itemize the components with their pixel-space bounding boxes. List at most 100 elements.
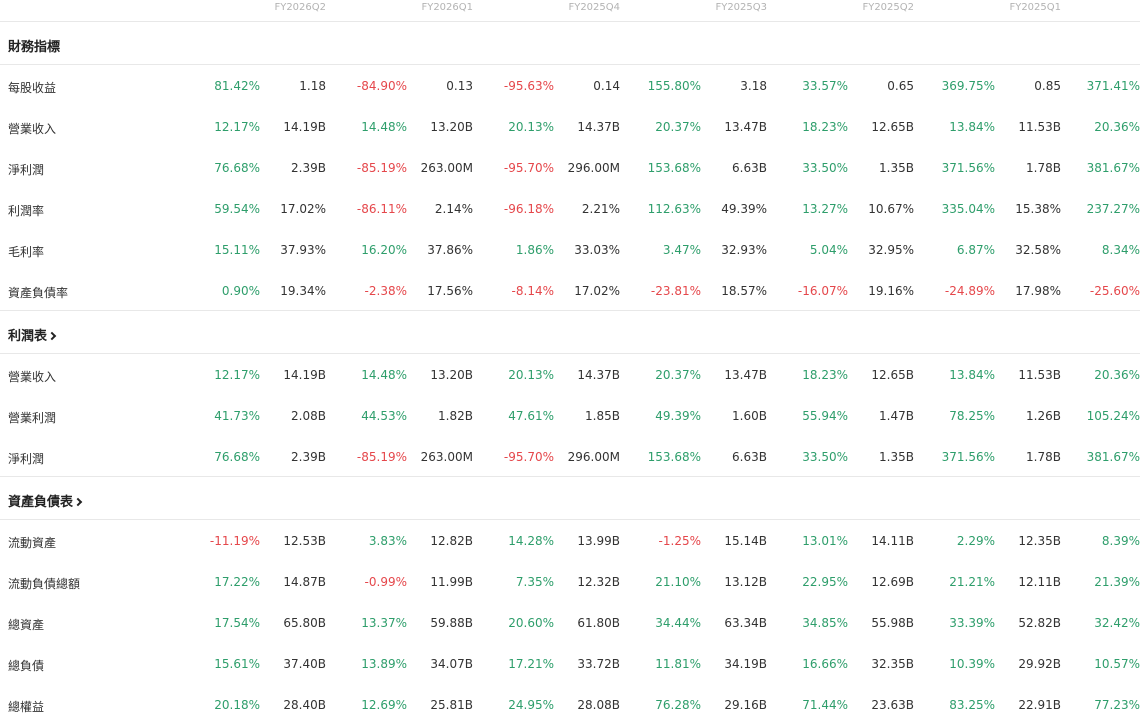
growth-cell: 18.23% xyxy=(802,120,848,134)
value-cell: 14.37B xyxy=(577,120,620,134)
growth-cell: 5.04% xyxy=(809,243,848,257)
value-cell: 34.19B xyxy=(724,657,767,671)
value-cell: 37.93% xyxy=(280,243,326,257)
value-cell: 17.56% xyxy=(427,284,473,298)
quarter-header: FY2026Q1 xyxy=(421,2,473,13)
growth-cell: -95.70% xyxy=(503,161,554,175)
value-cell: 15.38% xyxy=(1015,202,1061,216)
value-cell: 13.47B xyxy=(724,368,767,382)
value-cell: 37.86% xyxy=(427,243,473,257)
value-cell: 10.67% xyxy=(868,202,914,216)
row-label: 營業收入 xyxy=(8,122,57,136)
value-cell: 0.85 xyxy=(1034,79,1061,93)
growth-cell: -85.19% xyxy=(356,450,407,464)
value-cell: 0.14 xyxy=(593,79,620,93)
growth-cell: 16.20% xyxy=(361,243,407,257)
value-cell: 2.08B xyxy=(291,409,326,423)
growth-cell: 369.75% xyxy=(941,79,995,93)
value-cell: 11.53B xyxy=(1018,120,1061,134)
value-cell: 19.34% xyxy=(280,284,326,298)
growth-cell: 13.37% xyxy=(361,616,407,630)
row-label: 總資產 xyxy=(8,618,45,632)
growth-cell: -95.70% xyxy=(503,450,554,464)
table-row: 每股收益 81.42% 1.18 -84.90% 0.13 -95.63% 0.14 155.… xyxy=(0,65,1140,106)
value-cell: 6.63B xyxy=(732,161,767,175)
value-cell: 12.82B xyxy=(430,534,473,548)
growth-cell: 21.39% xyxy=(1094,575,1140,589)
growth-cell: 13.89% xyxy=(361,657,407,671)
growth-cell: 11.81% xyxy=(655,657,701,671)
table-row: 流動負債總額 17.22% 14.87B -0.99% 11.99B 7.35% 12.32… xyxy=(0,561,1140,602)
growth-cell: 20.37% xyxy=(655,120,701,134)
growth-cell: -86.11% xyxy=(356,202,407,216)
growth-cell: 381.67% xyxy=(1086,161,1140,175)
row-label: 淨利潤 xyxy=(8,452,45,466)
section-title-text: 資產負債表 xyxy=(8,495,74,510)
growth-cell: 10.39% xyxy=(949,657,995,671)
growth-cell: 7.35% xyxy=(515,575,554,589)
section-header: 利潤表 xyxy=(0,311,1140,354)
growth-cell: -2.38% xyxy=(364,284,407,298)
value-cell: 23.63B xyxy=(871,698,914,712)
growth-cell: 13.27% xyxy=(802,202,848,216)
value-cell: 13.47B xyxy=(724,120,767,134)
value-cell: 1.18 xyxy=(299,79,326,93)
section-title: 財務指標 xyxy=(8,36,60,55)
growth-cell: 13.01% xyxy=(802,534,848,548)
growth-cell: 77.23% xyxy=(1094,698,1140,712)
value-cell: 13.20B xyxy=(430,368,473,382)
value-cell: 33.72B xyxy=(577,657,620,671)
value-cell: 12.32B xyxy=(577,575,620,589)
growth-cell: 21.10% xyxy=(655,575,701,589)
growth-cell: 10.57% xyxy=(1094,657,1140,671)
growth-cell: 1.86% xyxy=(515,243,554,257)
value-cell: 32.58% xyxy=(1015,243,1061,257)
growth-cell: 15.61% xyxy=(214,657,260,671)
growth-cell: 34.85% xyxy=(802,616,848,630)
section-link[interactable]: 資產負債表 xyxy=(8,491,83,510)
value-cell: 29.16B xyxy=(724,698,767,712)
section-link[interactable]: 利潤表 xyxy=(8,325,57,344)
growth-cell: 13.84% xyxy=(949,368,995,382)
growth-cell: 155.80% xyxy=(647,79,701,93)
section-header: 資產負債表 xyxy=(0,477,1140,520)
value-cell: 296.00M xyxy=(567,450,620,464)
value-cell: 12.65B xyxy=(871,368,914,382)
growth-cell: 81.42% xyxy=(214,79,260,93)
value-cell: 1.85B xyxy=(585,409,620,423)
table-row: 營業利潤 41.73% 2.08B 44.53% 1.82B 47.61% 1.85B 49.… xyxy=(0,395,1140,436)
value-cell: 263.00M xyxy=(420,161,473,175)
value-cell: 296.00M xyxy=(567,161,620,175)
row-label: 總權益 xyxy=(8,700,45,714)
value-cell: 2.39B xyxy=(291,161,326,175)
growth-cell: 153.68% xyxy=(647,161,701,175)
growth-cell: -23.81% xyxy=(650,284,701,298)
growth-cell: 20.18% xyxy=(214,698,260,712)
growth-cell: 3.83% xyxy=(368,534,407,548)
value-cell: 37.40B xyxy=(283,657,326,671)
table-row: 淨利潤 76.68% 2.39B -85.19% 263.00M -95.70% 296.0… xyxy=(0,436,1140,477)
value-cell: 12.65B xyxy=(871,120,914,134)
growth-cell: 78.25% xyxy=(949,409,995,423)
value-cell: 33.03% xyxy=(574,243,620,257)
value-cell: 3.18 xyxy=(740,79,767,93)
row-label: 淨利潤 xyxy=(8,163,45,177)
value-cell: 12.35B xyxy=(1018,534,1061,548)
value-cell: 17.02% xyxy=(574,284,620,298)
quarter-header: FY2025Q2 xyxy=(862,2,914,13)
growth-cell: 153.68% xyxy=(647,450,701,464)
table-body: 財務指標 每股收益 81.42% 1.18 -84.90% 0.13 -95.63% 0.14… xyxy=(0,22,1140,717)
growth-cell: 76.68% xyxy=(214,161,260,175)
value-cell: 15.14B xyxy=(724,534,767,548)
growth-cell: 8.39% xyxy=(1101,534,1140,548)
growth-cell: 12.17% xyxy=(214,368,260,382)
value-cell: 11.99B xyxy=(430,575,473,589)
value-cell: 11.53B xyxy=(1018,368,1061,382)
growth-cell: 335.04% xyxy=(941,202,995,216)
row-label: 營業收入 xyxy=(8,370,57,384)
value-cell: 25.81B xyxy=(430,698,473,712)
value-cell: 28.40B xyxy=(283,698,326,712)
value-cell: 13.99B xyxy=(577,534,620,548)
value-cell: 22.91B xyxy=(1018,698,1061,712)
growth-cell: 13.84% xyxy=(949,120,995,134)
